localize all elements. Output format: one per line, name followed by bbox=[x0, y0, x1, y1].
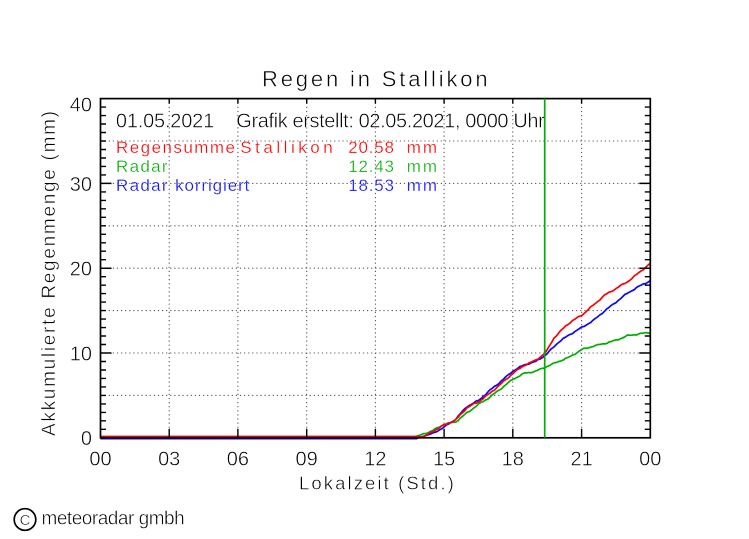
svg-text:18: 18 bbox=[502, 449, 524, 471]
svg-text:20.58: 20.58 bbox=[348, 138, 394, 157]
svg-text:10: 10 bbox=[70, 344, 92, 366]
svg-text:meteoradar gmbh: meteoradar gmbh bbox=[42, 509, 185, 530]
svg-text:12.43: 12.43 bbox=[348, 157, 394, 176]
svg-text:18.53: 18.53 bbox=[348, 176, 394, 195]
svg-text:mm: mm bbox=[407, 157, 437, 176]
svg-text:Akkumulierte Regenmenge (mm): Akkumulierte Regenmenge (mm) bbox=[39, 111, 60, 436]
svg-text:C: C bbox=[20, 512, 31, 529]
svg-text:Regensumme: Regensumme bbox=[116, 138, 235, 157]
svg-text:0: 0 bbox=[81, 428, 92, 450]
svg-text:Radar: Radar bbox=[116, 176, 168, 195]
svg-text:Grafik erstellt: 02.05.2021, 0: Grafik erstellt: 02.05.2021, 0000 Uhr bbox=[236, 110, 545, 132]
svg-text:09: 09 bbox=[295, 449, 317, 471]
svg-text:15: 15 bbox=[433, 449, 455, 471]
svg-text:Radar: Radar bbox=[116, 157, 168, 176]
svg-text:Regen in Stallikon: Regen in Stallikon bbox=[262, 67, 488, 92]
svg-text:mm: mm bbox=[407, 176, 437, 195]
svg-text:mm: mm bbox=[407, 138, 437, 157]
svg-text:12: 12 bbox=[364, 449, 386, 471]
svg-text:30: 30 bbox=[70, 174, 92, 196]
svg-text:00: 00 bbox=[89, 449, 111, 471]
svg-text:Stallikon: Stallikon bbox=[240, 138, 332, 157]
svg-text:00: 00 bbox=[639, 449, 661, 471]
svg-text:40: 40 bbox=[70, 94, 92, 116]
svg-text:korrigiert: korrigiert bbox=[175, 176, 250, 195]
svg-text:03: 03 bbox=[158, 449, 180, 471]
svg-text:20: 20 bbox=[70, 259, 92, 281]
svg-text:01.05.2021: 01.05.2021 bbox=[116, 110, 214, 132]
svg-text:06: 06 bbox=[227, 449, 249, 471]
svg-text:21: 21 bbox=[570, 449, 592, 471]
